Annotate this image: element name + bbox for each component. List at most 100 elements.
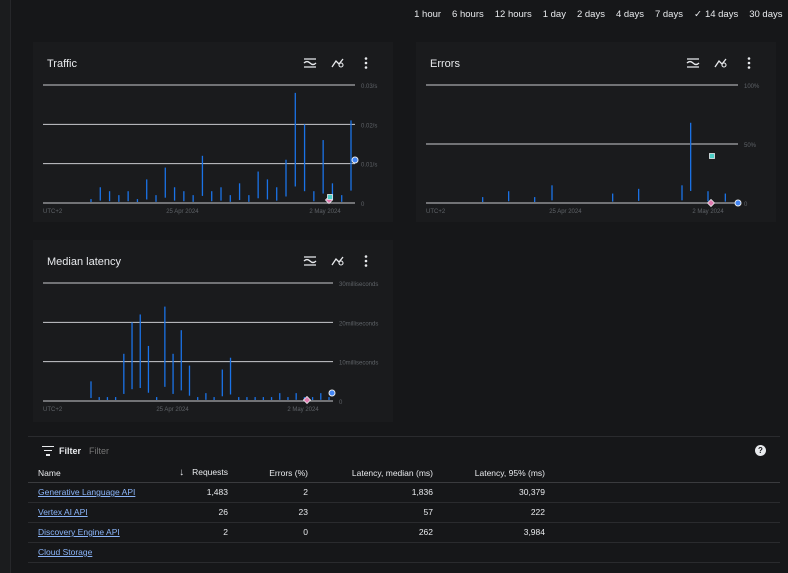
more-options-icon[interactable] <box>357 56 375 70</box>
errors-cell <box>238 542 318 563</box>
column-header-latency-median[interactable]: Latency, median (ms) <box>318 464 443 483</box>
x-tick-label: UTC+2 <box>43 407 63 413</box>
column-header-latency-95[interactable]: Latency, 95% (ms) <box>443 464 555 483</box>
traffic-chart: 0.03/s 0.02/s 0.01/s 0 UTC+2 25 Apr 2024 2 May… <box>43 84 377 215</box>
errors-panel: Errors 100% 50% 0 UTC+2 25 Apr 2024 2 May 202… <box>416 42 776 222</box>
time-range-14-days[interactable]: ✓ 14 days <box>693 8 739 20</box>
time-range-2-days[interactable]: 2 days <box>576 8 605 20</box>
table-row: Generative Language API 1,483 2 1,836 30,379 <box>28 482 780 503</box>
series-end-marker <box>734 199 742 207</box>
y-tick-label: 10milliseconds <box>339 361 378 367</box>
time-range-selector: 1 hour 6 hours 12 hours 1 day 2 days 4 days 7 … <box>409 0 788 28</box>
time-range-4-days[interactable]: 4 days <box>615 8 644 20</box>
time-range-6-hours[interactable]: 6 hours <box>452 8 484 20</box>
x-tick-label: UTC+2 <box>426 209 446 215</box>
time-range-12-hours[interactable]: 12 hours <box>494 8 532 20</box>
table-row: Cloud Storage <box>28 542 780 563</box>
series-end-marker <box>351 156 359 164</box>
name-cell: Generative Language API <box>28 482 168 503</box>
panel-title: Traffic <box>47 58 77 70</box>
y-tick-label: 0.02/s <box>361 123 377 129</box>
errors-chart: 100% 50% 0 UTC+2 25 Apr 2024 2 May 2024 <box>426 84 760 215</box>
service-link[interactable]: Vertex AI API <box>38 507 88 517</box>
y-tick-label: 30milliseconds <box>339 282 378 288</box>
y-tick-label: 50% <box>744 143 757 149</box>
x-tick-label: UTC+2 <box>43 209 63 215</box>
latency-median-cell: 57 <box>318 502 443 523</box>
errors-cell: 0 <box>238 522 318 543</box>
column-header-requests[interactable]: ↓ Requests <box>168 464 238 483</box>
annotation-marker <box>327 194 333 200</box>
table-row: Vertex AI API 26 23 57 222 <box>28 502 780 523</box>
y-tick-label: 0 <box>744 202 748 208</box>
more-options-icon[interactable] <box>740 56 758 70</box>
time-range-7-days[interactable]: 7 days <box>654 8 683 20</box>
requests-cell: 26 <box>168 502 238 523</box>
latency-median-cell: 1,836 <box>318 482 443 503</box>
explore-chart-icon[interactable] <box>712 56 730 70</box>
column-spacer <box>555 464 780 483</box>
explore-chart-icon[interactable] <box>329 56 347 70</box>
x-tick-label: 2 May 2024 <box>692 209 724 215</box>
table-header-row: Name ↓ Requests Errors (%) Latency, media… <box>28 464 780 483</box>
x-tick-label: 2 May 2024 <box>309 209 341 215</box>
annotation-marker <box>709 153 715 159</box>
annotation-marker <box>302 395 312 405</box>
column-header-name[interactable]: Name <box>28 464 168 483</box>
help-icon[interactable]: ? <box>755 445 766 456</box>
latency-median-cell <box>318 542 443 563</box>
x-tick-label: 2 May 2024 <box>287 407 319 413</box>
traffic-panel: Traffic 0.03/s 0.02/s 0.01/s 0 UTC+2 25 Apr 2… <box>33 42 393 222</box>
latency-panel: Median latency 30milliseconds 20milliseco… <box>33 240 393 422</box>
explore-chart-icon[interactable] <box>329 254 347 268</box>
more-options-icon[interactable] <box>357 254 375 268</box>
requests-cell: 1,483 <box>168 482 238 503</box>
requests-cell: 2 <box>168 522 238 543</box>
legend-toggle-icon[interactable] <box>301 254 319 268</box>
latency-95-cell <box>443 542 555 563</box>
spacer-cell <box>555 522 780 543</box>
errors-cell: 2 <box>238 482 318 503</box>
time-range-1-hour[interactable]: 1 hour <box>414 8 442 20</box>
spacer-cell <box>555 502 780 523</box>
filter-bar: Filter ? <box>28 436 780 464</box>
requests-cell <box>168 542 238 563</box>
annotation-marker <box>706 198 716 208</box>
legend-toggle-icon[interactable] <box>684 56 702 70</box>
table-row: Discovery Engine API 2 0 262 3,984 <box>28 522 780 543</box>
filter-icon <box>41 445 55 456</box>
spacer-cell <box>555 542 780 563</box>
service-link[interactable]: Generative Language API <box>38 487 136 497</box>
panel-title: Errors <box>430 58 460 70</box>
service-link[interactable]: Cloud Storage <box>38 547 93 557</box>
sort-down-icon: ↓ <box>179 467 185 479</box>
filter-input[interactable] <box>89 445 190 456</box>
panel-toolbar <box>684 56 758 70</box>
legend-toggle-icon[interactable] <box>301 56 319 70</box>
latency-chart: 30milliseconds 20milliseconds 10millisecon… <box>43 282 378 413</box>
y-tick-label: 0 <box>361 202 365 208</box>
x-tick-label: 25 Apr 2024 <box>156 407 189 413</box>
service-link[interactable]: Discovery Engine API <box>38 527 120 537</box>
y-tick-label: 0.03/s <box>361 84 377 90</box>
time-range-30-days[interactable]: 30 days <box>749 8 783 20</box>
spacer-cell <box>555 482 780 503</box>
left-nav-strip <box>0 0 11 573</box>
latency-95-cell: 222 <box>443 502 555 523</box>
y-tick-label: 0 <box>339 400 343 406</box>
y-tick-label: 0.01/s <box>361 163 377 169</box>
errors-cell: 23 <box>238 502 318 523</box>
series-end-marker <box>328 389 336 397</box>
name-cell: Discovery Engine API <box>28 522 168 543</box>
latency-95-cell: 30,379 <box>443 482 555 503</box>
latency-median-cell: 262 <box>318 522 443 543</box>
check-icon: ✓ <box>693 8 702 20</box>
column-header-errors[interactable]: Errors (%) <box>238 464 318 483</box>
time-range-1-day[interactable]: 1 day <box>542 8 566 20</box>
panel-title: Median latency <box>47 256 121 268</box>
api-table: Name ↓ Requests Errors (%) Latency, media… <box>28 464 780 563</box>
latency-95-cell: 3,984 <box>443 522 555 543</box>
filter-label: Filter <box>59 445 82 456</box>
panel-toolbar <box>301 254 375 268</box>
x-tick-label: 25 Apr 2024 <box>549 209 582 215</box>
